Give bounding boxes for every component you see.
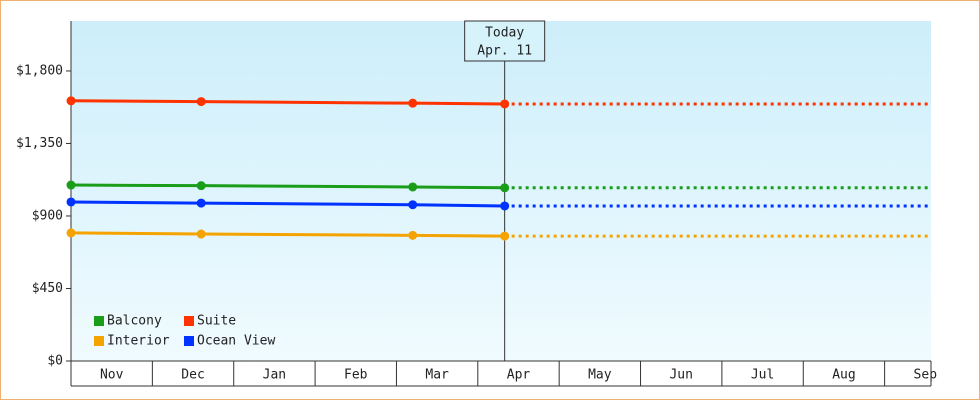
legend-label: Suite [197, 314, 236, 329]
legend-swatch [184, 316, 194, 326]
data-point [408, 200, 418, 210]
legend-label: Balcony [107, 314, 162, 329]
x-tick-label: Nov [100, 368, 124, 383]
data-point [66, 197, 76, 207]
today-box [464, 20, 546, 62]
data-point [408, 98, 418, 108]
x-tick-label: Sep [914, 368, 938, 383]
y-tick-label: $1,350 [16, 136, 63, 151]
data-point [196, 97, 206, 107]
data-point [66, 180, 76, 190]
plot-area [71, 21, 931, 361]
data-point [408, 182, 418, 192]
y-tick-label: $900 [32, 208, 63, 223]
today-date: Apr. 11 [477, 44, 532, 59]
data-point [196, 181, 206, 191]
x-tick-label: Jul [751, 368, 774, 383]
y-tick-label: $450 [32, 281, 63, 296]
data-point [196, 229, 206, 239]
x-tick-label: Dec [181, 368, 204, 383]
series-line [70, 200, 505, 208]
legend-swatch [94, 316, 104, 326]
legend-label: Ocean View [197, 334, 275, 349]
legend-swatch [94, 336, 104, 346]
data-point [66, 228, 76, 238]
x-tick-label: Jun [669, 368, 692, 383]
x-tick-label: Aug [832, 368, 855, 383]
x-tick-label: Feb [344, 368, 368, 383]
series-line [70, 183, 505, 190]
data-point [500, 231, 510, 241]
data-point [66, 96, 76, 106]
data-point [500, 201, 510, 211]
y-tick-label: $0 [47, 354, 63, 369]
legend-swatch [184, 336, 194, 346]
series-line [70, 231, 505, 238]
x-tick-label: Mar [425, 368, 449, 383]
data-point [500, 99, 510, 109]
y-tick-label: $1,800 [16, 63, 63, 78]
x-tick-label: Apr [507, 368, 531, 383]
data-point [500, 183, 510, 193]
data-point [408, 230, 418, 240]
today-label: Today [485, 26, 524, 41]
x-tick-label: May [588, 368, 612, 383]
series-line [70, 99, 505, 106]
x-tick-label: Jan [263, 368, 286, 383]
legend-label: Interior [107, 334, 170, 349]
data-point [196, 198, 206, 208]
